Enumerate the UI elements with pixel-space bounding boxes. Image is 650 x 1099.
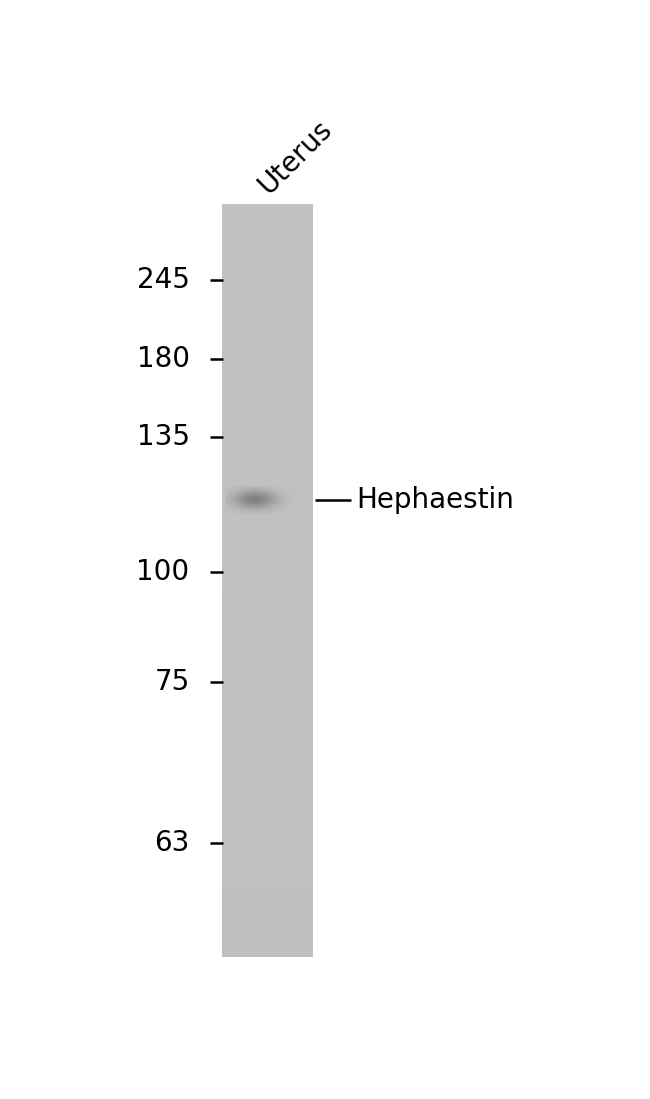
Bar [222, 401, 313, 411]
Bar [222, 929, 313, 939]
Bar [222, 881, 313, 891]
Bar [222, 458, 313, 467]
Bar [222, 524, 313, 533]
Text: Hephaestin: Hephaestin [356, 486, 514, 514]
Bar [222, 326, 313, 335]
Bar [222, 759, 313, 768]
Bar [222, 863, 313, 873]
Bar [222, 543, 313, 552]
Bar [222, 533, 313, 543]
Bar [222, 477, 313, 486]
Bar [222, 392, 313, 401]
Bar [222, 420, 313, 430]
Bar [222, 891, 313, 900]
Bar [222, 374, 313, 382]
Bar [222, 750, 313, 759]
Bar [222, 741, 313, 750]
Bar [222, 251, 313, 260]
Bar [222, 590, 313, 599]
Bar [222, 636, 313, 646]
Bar [222, 684, 313, 693]
Bar [222, 609, 313, 618]
Bar [222, 712, 313, 722]
Bar [222, 599, 313, 609]
Bar [222, 213, 313, 223]
Bar [222, 834, 313, 844]
Bar [222, 628, 313, 636]
Bar [222, 797, 313, 807]
Bar [222, 618, 313, 628]
Bar [222, 223, 313, 232]
Bar [222, 260, 313, 269]
Bar [222, 308, 313, 317]
Bar [222, 552, 313, 562]
Text: 75: 75 [154, 668, 190, 696]
Bar [222, 440, 313, 448]
Bar [222, 900, 313, 910]
Bar [222, 778, 313, 788]
Bar [222, 854, 313, 863]
Bar [222, 203, 313, 213]
Bar [222, 656, 313, 665]
Bar [222, 317, 313, 326]
Text: 245: 245 [136, 266, 190, 293]
Bar [222, 815, 313, 825]
Bar [222, 788, 313, 797]
Bar [222, 232, 313, 242]
Bar [222, 562, 313, 571]
Bar [222, 580, 313, 590]
Text: 100: 100 [136, 558, 190, 586]
Bar [222, 448, 313, 458]
Bar [222, 279, 313, 289]
Bar [222, 722, 313, 731]
Bar [222, 702, 313, 712]
Bar [222, 693, 313, 702]
Bar [222, 364, 313, 374]
Bar [222, 731, 313, 741]
Bar [222, 486, 313, 496]
Bar [222, 411, 313, 420]
Text: Uterus: Uterus [253, 115, 337, 200]
Bar [222, 910, 313, 919]
Bar [222, 768, 313, 778]
Bar [222, 646, 313, 656]
Bar [222, 345, 313, 355]
Bar [222, 496, 313, 506]
Text: 180: 180 [136, 345, 190, 373]
Bar [222, 571, 313, 580]
Bar [222, 947, 313, 957]
Bar [222, 203, 313, 957]
Bar [222, 467, 313, 477]
Bar [222, 873, 313, 881]
Bar [222, 506, 313, 514]
Bar [222, 514, 313, 524]
Bar [222, 430, 313, 440]
Bar [222, 939, 313, 947]
Bar [222, 807, 313, 815]
Text: 135: 135 [136, 422, 190, 451]
Bar [222, 665, 313, 675]
Bar [222, 335, 313, 345]
Bar [222, 382, 313, 392]
Bar [222, 298, 313, 308]
Bar [222, 919, 313, 929]
Bar [222, 825, 313, 834]
Bar [222, 355, 313, 364]
Bar [222, 269, 313, 279]
Bar [222, 289, 313, 298]
Bar [222, 675, 313, 684]
Bar [222, 242, 313, 251]
Text: 63: 63 [154, 829, 190, 857]
Bar [222, 844, 313, 854]
